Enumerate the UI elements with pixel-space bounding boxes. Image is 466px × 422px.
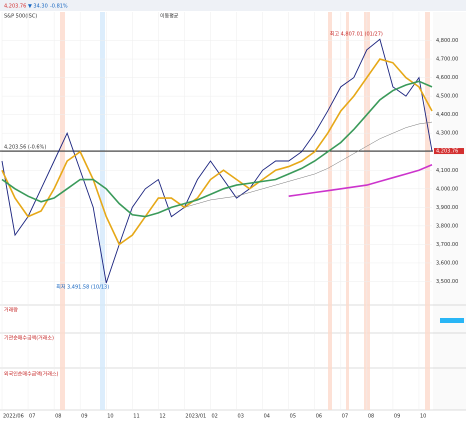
x-tick-label: 03	[238, 414, 244, 420]
y-tick-label: 3,600.00	[436, 260, 458, 266]
series-line	[1, 58, 433, 246]
x-tick-label: 11	[133, 414, 139, 420]
x-tick-label: 08	[55, 414, 61, 420]
y-tick-label: 4,800.00	[436, 38, 458, 44]
y-tick-label: 4,400.00	[436, 112, 458, 118]
x-tick-label: 2023/01	[185, 414, 206, 420]
indicators: 이동평균	[160, 13, 179, 20]
x-tick-label: 09	[81, 414, 87, 420]
x-tick-label: 10	[107, 414, 113, 420]
series-line	[1, 80, 433, 218]
x-tick-label: 08	[368, 414, 374, 420]
x-tick-label: 06	[316, 414, 322, 420]
panel-label: 외국인순매수금액(거래소)	[4, 371, 59, 378]
last-price: 4,203.76	[436, 149, 458, 155]
x-tick-label: 04	[264, 414, 270, 420]
series-line	[1, 38, 433, 284]
symbol: S&P 500(ISC)	[4, 14, 37, 20]
event-band	[328, 12, 332, 410]
y-tick-label: 3,900.00	[436, 205, 458, 211]
indicator-box	[440, 318, 464, 323]
low-annotation: 최저 3,491.58 (10/13)	[56, 284, 109, 291]
panel-label: 기관순매수금액(거래소)	[4, 335, 54, 342]
event-band	[425, 12, 430, 410]
event-band	[346, 12, 349, 410]
x-tick-label: 02	[211, 414, 217, 420]
series-line	[184, 121, 433, 208]
toolbar	[0, 0, 466, 11]
y-tick-label: 3,700.00	[436, 242, 458, 248]
panel-label: 거래량	[4, 307, 18, 314]
y-tick-label: 3,500.00	[436, 279, 458, 285]
last-price-box	[434, 148, 464, 155]
x-tick-label: 12	[159, 414, 165, 420]
y-tick-label: 4,700.00	[436, 57, 458, 63]
reference-label: 4,203.56 (-0.6%)	[4, 145, 46, 151]
y-axis-area	[433, 12, 466, 410]
y-tick-label: 4,300.00	[436, 131, 458, 137]
x-tick-label: 07	[29, 414, 35, 420]
change-pct: -0.81%	[50, 4, 68, 10]
x-tick-label: 10	[420, 414, 426, 420]
x-tick-label: 2022/06	[3, 414, 24, 420]
x-tick-label: 07	[342, 414, 348, 420]
y-tick-label: 3,800.00	[436, 223, 458, 229]
high-annotation: 최고 4,807.01 (01/27)	[330, 31, 383, 38]
y-tick-label: 4,000.00	[436, 186, 458, 192]
y-tick-label: 4,600.00	[436, 75, 458, 81]
series-line	[288, 163, 433, 198]
y-tick-label: 4,100.00	[436, 168, 458, 174]
x-tick-label: 05	[290, 414, 296, 420]
event-band	[100, 12, 105, 410]
x-tick-label: 09	[394, 414, 400, 420]
event-band	[60, 12, 65, 410]
price: 4,203.76	[4, 4, 26, 10]
y-tick-label: 4,500.00	[436, 94, 458, 100]
change: ▼ 34.30	[28, 4, 48, 10]
